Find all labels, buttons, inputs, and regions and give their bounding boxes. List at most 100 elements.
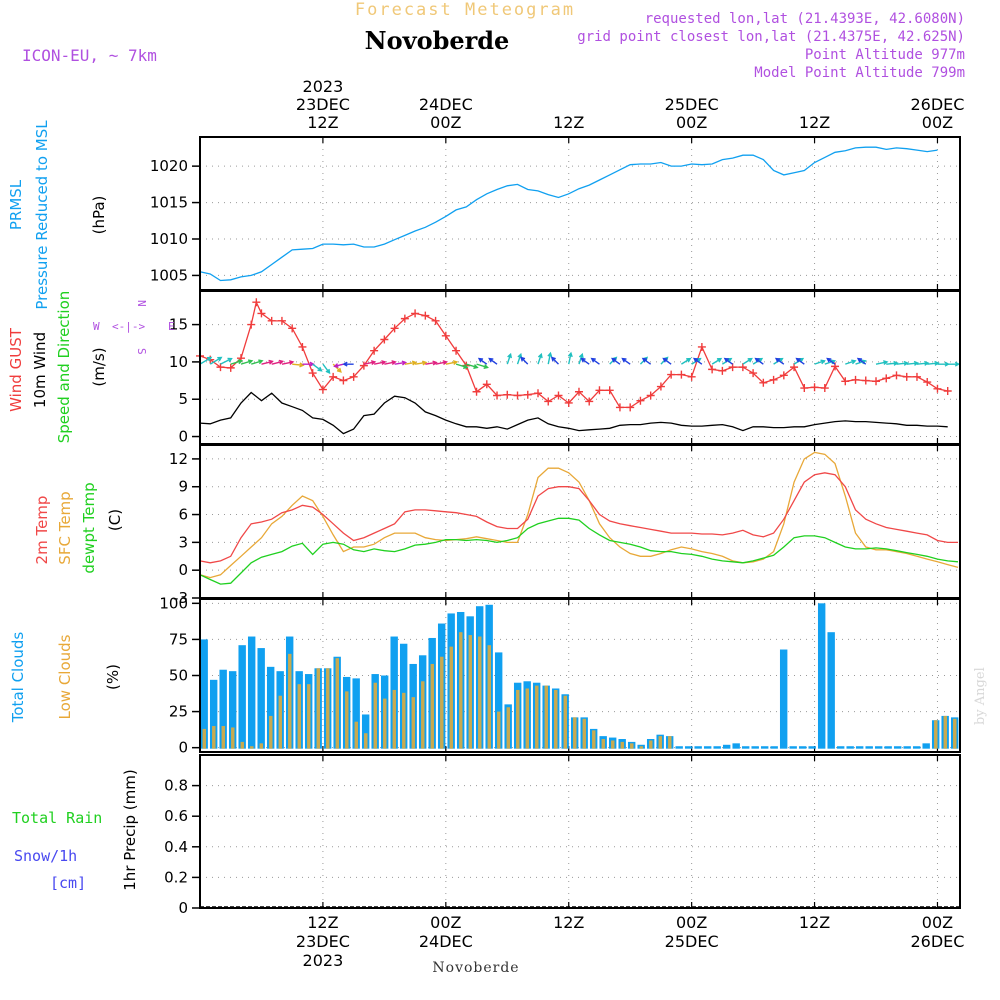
wind-gust-marker <box>708 365 717 374</box>
low-cloud-bar <box>335 658 339 749</box>
wind-gust-marker <box>697 342 706 351</box>
low-cloud-bar <box>535 685 539 749</box>
wind-gust-marker <box>861 376 870 385</box>
total-rain-label: Total Rain <box>12 809 102 827</box>
wind-direction-arrow <box>845 359 857 365</box>
wind-direction-arrow <box>445 360 459 366</box>
low-cloud-bar <box>620 741 624 749</box>
wind-gust-marker <box>677 370 686 379</box>
sfc-temp-series-line <box>199 451 959 579</box>
wind-gust-marker <box>359 361 368 370</box>
wind-10m-series-line <box>199 391 948 435</box>
time-axis-label: 00Z <box>676 913 707 932</box>
bottom-location-label: Novoberde <box>432 960 519 976</box>
pressure-series-line <box>199 146 938 282</box>
pressure-unit: (hPa) <box>90 196 108 235</box>
wind-gust-marker <box>252 298 261 307</box>
sfc-temp-label: SFC Temp <box>56 491 74 564</box>
wind-direction-arrow <box>580 357 590 365</box>
total-cloud-bar <box>865 746 873 749</box>
wind-gust-marker <box>646 391 655 400</box>
temperature-panel: -3 0 3 6 9 12 <box>169 444 961 607</box>
time-axis-label: 23DEC <box>296 932 350 951</box>
total-cloud-bar <box>817 603 826 749</box>
y-tick-label: 0 <box>178 739 188 757</box>
low-cloud-bar <box>231 727 235 749</box>
total-cloud-bar <box>228 671 237 749</box>
wind-direction-arrow <box>641 357 652 365</box>
wind-gust-marker <box>441 331 450 340</box>
wind-gust-marker <box>595 386 604 395</box>
wind-direction-arrow <box>590 357 600 365</box>
wind-gust-marker <box>380 335 389 344</box>
wind-gust-marker <box>247 320 256 329</box>
low-cloud-bar <box>478 636 482 749</box>
wind-gust-marker <box>820 384 829 393</box>
wind-direction-arrow <box>578 352 584 365</box>
model-label: ICON-EU, ~ 7km <box>22 46 157 65</box>
total-cloud-bar <box>893 746 902 749</box>
wind-direction-arrow <box>520 356 529 365</box>
low-cloud-bar <box>421 681 425 749</box>
wind-gust-marker <box>472 387 481 396</box>
dewpt-label: dewpt Temp <box>80 482 98 573</box>
low-cloud-bar <box>212 726 216 749</box>
wind-direction-arrow <box>537 352 543 365</box>
low-cloud-bar <box>278 695 282 749</box>
cloud-labels: Total Clouds Low Clouds (%) <box>9 632 122 724</box>
total-cloud-bar <box>779 649 788 749</box>
total-cloud-bar <box>703 746 712 749</box>
time-axis-label: 2023 <box>303 951 344 970</box>
low-cloud-bar <box>573 717 577 749</box>
dewpt-series-line <box>199 517 959 585</box>
time-axis-label: 26DEC <box>910 95 964 114</box>
low-cloud-bar <box>440 656 444 749</box>
wind-direction-arrow <box>435 360 449 366</box>
total-cloud-bar <box>798 746 807 749</box>
time-axis-label: 00Z <box>922 913 953 932</box>
y-tick-label: 0.6 <box>164 807 188 825</box>
time-axis-label: 26DEC <box>910 932 964 951</box>
total-cloud-bar <box>247 636 256 749</box>
wind-gust-marker <box>738 363 747 372</box>
wind-direction-arrow <box>723 357 734 365</box>
wind-direction-arrow <box>742 357 753 365</box>
wind-gust-marker <box>411 309 420 318</box>
total-cloud-bar <box>684 746 693 749</box>
low-cloud-bar <box>611 740 615 749</box>
wind-gust-marker <box>933 384 942 393</box>
t2m-series-line <box>199 472 958 564</box>
wind-gust-marker <box>872 377 881 386</box>
location-title: Novoberde <box>365 26 510 55</box>
wind-direction-arrow <box>322 363 331 375</box>
point-altitude: Point Altitude 977m <box>805 47 965 63</box>
low-cloud-bar <box>221 726 225 749</box>
low-cloud-bar <box>373 682 377 749</box>
total-cloud-bar <box>846 746 854 749</box>
wind-gust-marker <box>841 377 850 386</box>
compass-e: E <box>168 320 175 333</box>
y-tick-label: 0.8 <box>164 777 188 795</box>
wind-gust-marker <box>667 370 676 379</box>
wind-direction-arrow <box>550 356 559 365</box>
wind-gust-marker <box>288 324 297 333</box>
wind-gust-marker <box>277 316 286 325</box>
y-tick-label: 0.2 <box>164 868 188 886</box>
wind-gust-marker <box>615 403 624 412</box>
total-clouds-label: Total Clouds <box>9 632 27 724</box>
wind-direction-arrow <box>896 360 909 366</box>
time-axis-label: 12Z <box>799 113 830 132</box>
panel-frame <box>199 598 961 753</box>
y-tick-label: 1005 <box>150 266 188 284</box>
wind-gust-marker <box>943 387 952 396</box>
wind-gust-marker <box>851 375 860 384</box>
wind-gust-marker <box>534 389 543 398</box>
wind-direction-arrow <box>477 357 488 365</box>
low-cloud-bar <box>668 736 672 749</box>
model-altitude: Model Point Altitude 799m <box>754 65 965 81</box>
low-cloud-bar <box>259 743 263 749</box>
low-cloud-bar <box>592 730 596 749</box>
wind-gust-marker <box>564 398 573 407</box>
compass-s: S <box>135 348 148 355</box>
